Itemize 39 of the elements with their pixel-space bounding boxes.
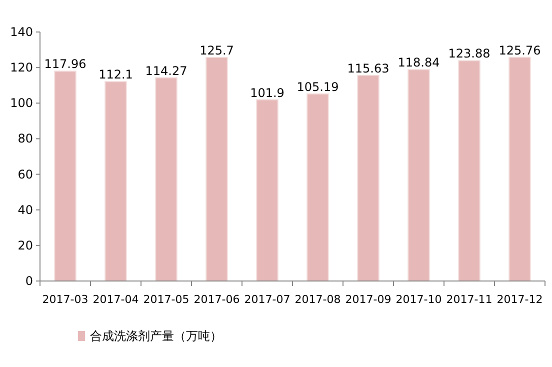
x-tick-label: 2017-04: [92, 293, 139, 306]
data-label: 114.27: [145, 64, 188, 78]
x-tick-label: 2017-03: [42, 293, 88, 306]
x-tick-label: 2017-09: [345, 293, 392, 306]
x-tick-label: 2017-06: [194, 293, 240, 306]
x-tick-label: 2017-11: [446, 293, 492, 306]
x-tick-label: 2017-07: [244, 293, 290, 306]
data-label: 115.63: [347, 61, 390, 76]
legend-label: 合成洗涤剂产量（万吨）: [90, 329, 222, 343]
y-tick-label: 40: [18, 202, 33, 217]
x-tick-label: 2017-08: [294, 293, 341, 306]
x-tick-label: 2017-05: [143, 293, 190, 306]
y-tick-label: 20: [18, 238, 33, 252]
bar: [508, 56, 531, 282]
bar: [206, 56, 228, 282]
x-tick-label: 2017-10: [396, 293, 442, 306]
bar: [458, 60, 480, 282]
bar: [306, 93, 329, 282]
x-tick-label: 2017-12: [496, 293, 543, 306]
data-label: 125.7: [200, 43, 234, 58]
bar: [155, 77, 178, 282]
data-label: 117.96: [44, 57, 86, 72]
bar: [54, 70, 76, 282]
bar: [408, 69, 430, 282]
data-label: 125.76: [498, 43, 541, 58]
y-tick-label: 80: [18, 132, 33, 146]
y-tick-label: 140: [10, 25, 33, 39]
y-tick-label: 120: [10, 60, 33, 75]
data-label: 101.9: [250, 86, 284, 100]
y-tick-label: 0: [25, 274, 33, 288]
data-label: 105.19: [296, 80, 339, 94]
y-tick-label: 100: [10, 96, 33, 110]
y-tick-label: 60: [18, 167, 33, 182]
data-label: 123.88: [448, 46, 490, 61]
data-label: 112.1: [98, 68, 133, 82]
bar: [357, 74, 380, 282]
bar: [104, 81, 127, 282]
bar: [256, 99, 278, 282]
data-label: 118.84: [398, 56, 440, 70]
